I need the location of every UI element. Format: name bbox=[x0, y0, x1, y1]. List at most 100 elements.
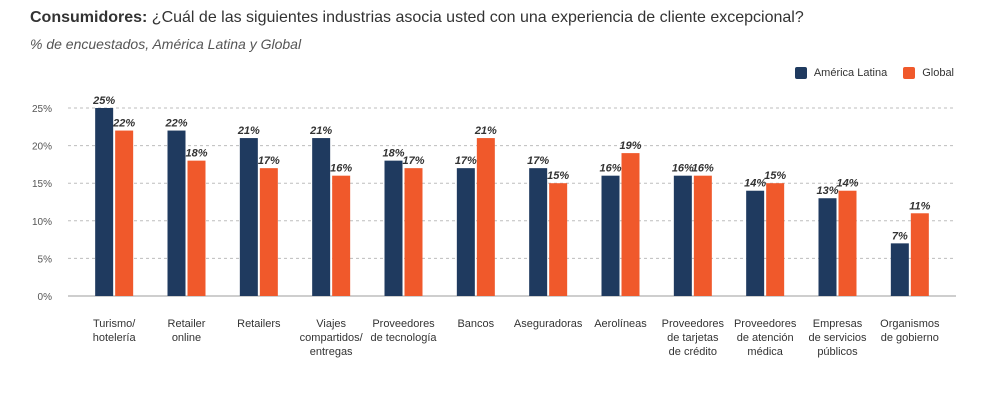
category-label-line: hotelería bbox=[93, 332, 137, 344]
data-label-latam: 7% bbox=[892, 230, 908, 242]
bar-global bbox=[621, 153, 640, 296]
chart-title: Consumidores: ¿Cuál de las siguientes in… bbox=[30, 9, 804, 27]
bar-global bbox=[259, 168, 278, 296]
category-label: Proveedores de tecnología bbox=[370, 318, 437, 344]
bar-latam bbox=[239, 138, 258, 296]
data-label-global: 11% bbox=[909, 200, 930, 212]
data-label-global: 16% bbox=[692, 163, 714, 175]
data-label-latam: 13% bbox=[816, 185, 838, 197]
bar-global bbox=[549, 183, 568, 296]
bar-global bbox=[693, 175, 712, 296]
category-label: Proveedores de atención médica bbox=[734, 318, 797, 358]
data-label-latam: 17% bbox=[455, 155, 477, 167]
legend-item-global: Global bbox=[903, 67, 954, 79]
legend-label-latam: América Latina bbox=[813, 67, 888, 79]
bar-latam bbox=[818, 198, 837, 296]
category-label-line: Proveedores bbox=[662, 318, 725, 330]
category-label-line: de crédito bbox=[669, 346, 717, 358]
data-label-latam: 14% bbox=[744, 178, 766, 190]
category-label-line: Bancos bbox=[457, 318, 494, 330]
category-label-line: entregas bbox=[310, 346, 353, 358]
category-label-line: Aseguradoras bbox=[514, 318, 583, 330]
category-label-line: públicos bbox=[817, 346, 858, 358]
bar-global bbox=[404, 168, 423, 296]
chart-title-bold: Consumidores: bbox=[30, 9, 148, 26]
category-label: Viajes compartidos/entregas bbox=[300, 318, 364, 358]
data-label-global: 17% bbox=[402, 155, 424, 167]
data-label-latam: 22% bbox=[164, 118, 187, 130]
legend-swatch-latam bbox=[794, 67, 807, 79]
bar-latam bbox=[312, 138, 331, 296]
category-label: Turismo/hotelería bbox=[93, 318, 137, 344]
category-label-line: de tarjetas bbox=[667, 332, 719, 344]
category-label-line: online bbox=[172, 332, 201, 344]
category-label: Retailer online bbox=[168, 318, 206, 344]
category-label-line: compartidos/ bbox=[300, 332, 364, 344]
bar-global bbox=[115, 130, 134, 296]
chart-title-question: ¿Cuál de las siguientes industrias asoci… bbox=[147, 9, 804, 26]
category-label-line: de tecnología bbox=[370, 332, 437, 344]
category-label-line: Proveedores bbox=[734, 318, 797, 330]
bar-latam bbox=[673, 175, 692, 296]
bar-global bbox=[766, 183, 785, 296]
y-tick-label: 0% bbox=[38, 292, 53, 303]
chart-subtitle: % de encuestados, América Latina y Globa… bbox=[30, 36, 302, 52]
category-label-line: Empresas bbox=[813, 318, 863, 330]
legend-item-latam: América Latina bbox=[794, 67, 888, 79]
data-label-latam: 17% bbox=[527, 155, 549, 167]
legend-swatch-global bbox=[903, 67, 916, 79]
category-label: Aseguradoras bbox=[514, 318, 583, 330]
y-tick-label: 15% bbox=[32, 179, 52, 190]
bar-latam bbox=[529, 168, 548, 296]
category-label-line: Aerolíneas bbox=[594, 318, 647, 330]
category-label-line: Viajes bbox=[316, 318, 346, 330]
legend-label-global: Global bbox=[922, 67, 954, 79]
category-label: Proveedores de tarjetas de crédito bbox=[662, 318, 725, 358]
y-tick-label: 25% bbox=[32, 104, 52, 115]
bar-global bbox=[838, 190, 857, 296]
data-label-global: 17% bbox=[258, 155, 280, 167]
category-label-line: Retailers bbox=[237, 318, 281, 330]
bar-latam bbox=[746, 190, 765, 296]
category-label: Aerolíneas bbox=[594, 318, 647, 330]
y-tick-label: 20% bbox=[32, 142, 52, 153]
category-label-line: Proveedores bbox=[372, 318, 435, 330]
category-label-line: Organismos bbox=[880, 318, 940, 330]
bar-global bbox=[187, 160, 206, 296]
data-label-global: 15% bbox=[764, 170, 786, 182]
data-label-latam: 16% bbox=[599, 163, 621, 175]
category-label-line: médica bbox=[747, 346, 783, 358]
data-label-global: 19% bbox=[619, 140, 641, 152]
bar-global bbox=[332, 175, 351, 296]
bar-latam bbox=[167, 130, 186, 296]
category-label: Organismos de gobierno bbox=[880, 318, 940, 344]
category-label-line: de atención bbox=[737, 332, 794, 344]
y-tick-label: 10% bbox=[32, 217, 52, 228]
bar-latam bbox=[601, 175, 620, 296]
bar-latam bbox=[890, 243, 909, 296]
y-tick-label: 5% bbox=[38, 254, 53, 265]
data-label-global: 18% bbox=[185, 148, 207, 160]
data-label-latam: 25% bbox=[92, 95, 115, 107]
data-label-global: 15% bbox=[547, 170, 569, 182]
category-label: Bancos bbox=[457, 318, 494, 330]
bar-latam bbox=[384, 160, 403, 296]
category-label: Retailers bbox=[237, 318, 281, 330]
data-label-global: 22% bbox=[112, 118, 135, 130]
category-label-line: de servicios bbox=[808, 332, 867, 344]
category-label-line: Retailer bbox=[168, 318, 206, 330]
data-label-global: 21% bbox=[474, 125, 497, 137]
bar-global bbox=[910, 213, 929, 296]
category-label: Empresas de servicios públicos bbox=[808, 318, 867, 358]
bar-global bbox=[476, 138, 495, 296]
data-label-latam: 21% bbox=[309, 125, 332, 137]
data-label-global: 16% bbox=[330, 163, 352, 175]
chart-legend: América Latina Global bbox=[794, 67, 954, 79]
bar-latam bbox=[95, 108, 114, 296]
data-label-latam: 18% bbox=[382, 148, 404, 160]
category-label-line: de gobierno bbox=[881, 332, 939, 344]
data-label-latam: 21% bbox=[237, 125, 260, 137]
category-label-line: Turismo/ bbox=[93, 318, 136, 330]
data-label-global: 14% bbox=[836, 178, 858, 190]
